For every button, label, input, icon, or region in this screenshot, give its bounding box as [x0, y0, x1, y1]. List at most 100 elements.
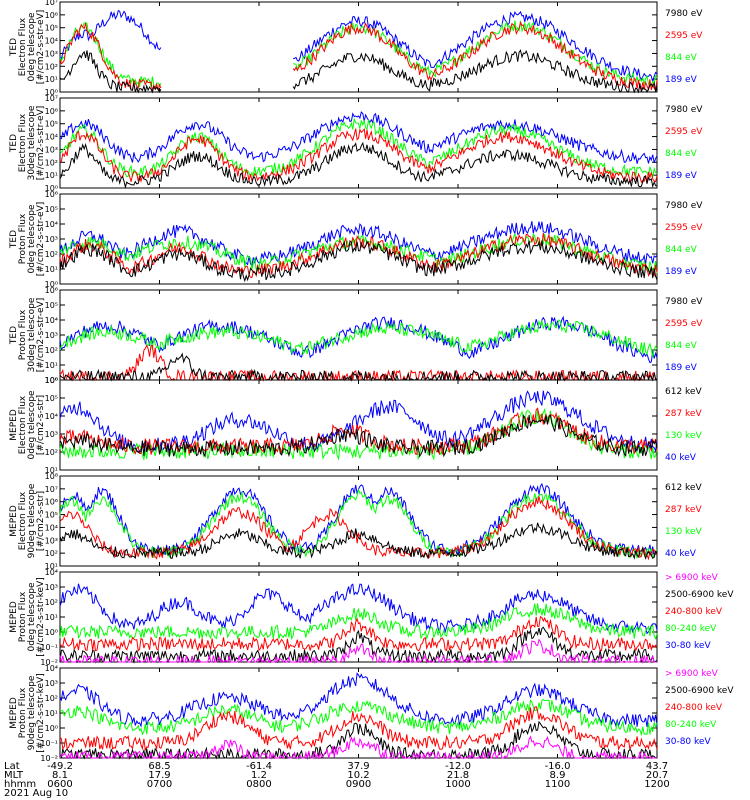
- y-axis-label: TEDElectron Flux30deg telescope[#/cm2-s-…: [9, 105, 46, 180]
- y-tick-label: 10²: [45, 598, 58, 607]
- series-line-blue: [59, 672, 658, 728]
- series-line-blue: [59, 111, 658, 164]
- series-line-blue: [59, 315, 658, 364]
- y-tick-label: 10⁰: [45, 724, 58, 733]
- series-line-green: [59, 407, 658, 461]
- y-tick-label: 10⁷: [45, 485, 58, 494]
- series-line-red: [59, 233, 658, 279]
- legend-entry: 7980 eV: [665, 9, 703, 19]
- y-axis-label-line: 90deg telescope: [27, 483, 37, 558]
- y-tick-label: 10¹: [45, 361, 58, 370]
- y-tick-label: 10⁰: [45, 628, 58, 637]
- legend-entry: 130 keV: [665, 527, 702, 537]
- series-line-black: [59, 626, 658, 664]
- legend-entry: 2595 eV: [665, 127, 703, 137]
- x-tick-label-mlt: 1.2: [251, 770, 267, 781]
- y-tick-label: 10⁵: [45, 205, 58, 214]
- x-tick-label-mlt: 17.9: [148, 770, 170, 781]
- y-tick-label: 10¹: [45, 613, 58, 622]
- x-tick-label-mlt: 20.7: [646, 770, 668, 781]
- series-line-red: [59, 21, 658, 92]
- series-line-red: [59, 496, 658, 561]
- y-tick-label: 10³: [45, 679, 58, 688]
- y-axis-label-line: 0deg telescope: [27, 390, 37, 460]
- x-tick-label-lat: -61.4: [246, 761, 272, 772]
- legend-entry: 40 keV: [665, 453, 697, 463]
- y-tick-label: 10³: [45, 49, 58, 58]
- legend-entry: 7980 eV: [665, 297, 703, 307]
- series-line-black: [59, 141, 658, 189]
- y-tick-label: 10²: [45, 549, 58, 558]
- legend-entry: 30-80 keV: [665, 737, 711, 747]
- y-axis-label-line: 30deg telescope: [27, 105, 37, 180]
- x-tick-label-hhmm: 1000: [445, 779, 470, 790]
- y-tick-label: 10³: [45, 430, 58, 439]
- legend-entry: 189 eV: [665, 171, 698, 181]
- x-tick-label-hhmm: 1100: [545, 779, 570, 790]
- legend-entry: 7980 eV: [665, 105, 703, 115]
- y-axis-label-line: TED: [9, 134, 19, 153]
- x-tick-label-hhmm: 0800: [246, 779, 271, 790]
- x-tick-label-lat: -12.0: [445, 761, 471, 772]
- legend-entry: 287 keV: [665, 409, 702, 419]
- series-line-green: [59, 319, 658, 358]
- xaxis-row-label-lat: Lat: [4, 761, 20, 772]
- legend-entry: 844 eV: [665, 149, 698, 159]
- y-tick-label: 10¹: [45, 562, 58, 571]
- series-line-black: [59, 239, 658, 283]
- y-tick-label: 10³: [45, 331, 58, 340]
- y-axis-label: TEDProton Flux0deg telescope[#/cm2-s-str…: [9, 202, 46, 277]
- y-tick-label: 10³: [45, 145, 58, 154]
- y-tick-label: 10⁴: [45, 37, 58, 46]
- y-tick-label: 10⁴: [45, 412, 58, 421]
- legend-entry: 40 keV: [665, 549, 697, 559]
- y-axis-label-line: [#/cm2-s-str-keV]: [36, 577, 46, 656]
- y-axis-label: MEPEDElectron Flux90deg telescope[#/cm2-…: [9, 483, 46, 558]
- y-tick-label: 10²: [45, 158, 58, 167]
- y-tick-label: 10²: [45, 62, 58, 71]
- xaxis-date-label: 2021 Aug 10: [4, 788, 68, 799]
- x-tick-label-hhmm: 1200: [644, 779, 669, 790]
- legend-entry: 30-80 keV: [665, 641, 711, 651]
- y-axis-label-line: MEPED: [9, 409, 19, 441]
- y-axis-label-line: [#/cm2-s-str-eV]: [36, 106, 46, 181]
- legend-entry: 2500-6900 keV: [665, 686, 734, 696]
- legend-entry: 189 eV: [665, 363, 698, 373]
- y-tick-label: 10¹: [45, 75, 58, 84]
- x-tick-label-hhmm: 0900: [346, 779, 371, 790]
- series-line-red: [59, 344, 657, 382]
- y-tick-label: 10³: [45, 235, 58, 244]
- legend-entry: 287 keV: [665, 505, 702, 515]
- y-axis-label-line: Electron Flux: [18, 395, 28, 454]
- series-line-green: [59, 488, 658, 559]
- y-tick-label: 10⁷: [45, 0, 58, 7]
- series-line-blue: [59, 221, 658, 267]
- y-tick-label: 10⁴: [45, 523, 58, 532]
- y-axis-label-line: Proton Flux: [18, 687, 28, 738]
- series-line-black: [59, 49, 658, 94]
- y-axis-label-line: 0deg telescope: [27, 12, 37, 82]
- panel-3: 10⁰ 10¹ 10² 10³ 10⁴ 10⁵ 10⁶ TEDProton Flux0deg …: [9, 190, 703, 289]
- legend-entry: 240-800 keV: [665, 607, 723, 617]
- panel-frame: [59, 289, 658, 381]
- y-axis-label: MEPEDElectron Flux0deg telescope[#/cm2-s…: [9, 390, 46, 460]
- y-tick-label: 10²: [45, 346, 58, 355]
- y-tick-label: 10⁷: [45, 94, 58, 103]
- y-axis-label-line: TED: [9, 38, 19, 57]
- y-axis-label: MEPEDProton Flux90deg telescope[#/cm2-s-…: [9, 673, 46, 752]
- y-axis-label-line: 90deg telescope: [27, 675, 37, 750]
- y-axis-label-line: Electron Flux: [18, 491, 28, 550]
- y-axis-label: TEDProton Flux30deg telescope[#/cm2-s-st…: [9, 297, 46, 372]
- y-tick-label: 10⁶: [45, 11, 58, 20]
- y-axis-label-line: Proton Flux: [18, 213, 28, 264]
- legend-entry: 612 keV: [665, 387, 702, 397]
- y-axis-label-line: Electron Flux: [18, 17, 28, 76]
- y-axis-label-line: [#/cm2-s-str]: [36, 491, 46, 551]
- legend-entry: 2595 eV: [665, 31, 703, 41]
- series-line-red: [59, 615, 658, 652]
- series-line-green: [59, 20, 658, 89]
- panel-4: 10⁰ 10¹ 10² 10³ 10⁴ 10⁵ 10⁶ TEDProton Flux30deg…: [9, 286, 703, 385]
